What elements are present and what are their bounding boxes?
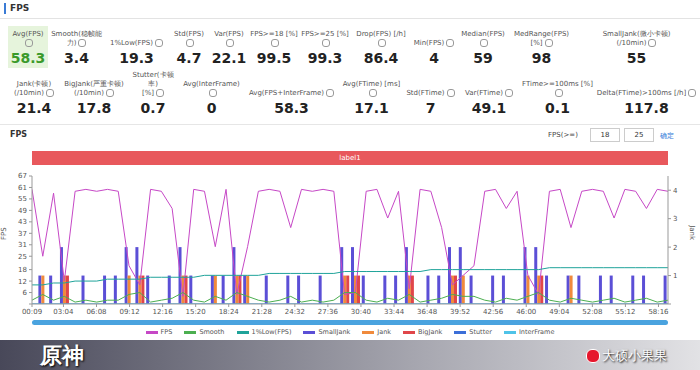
svg-text:21:28: 21:28 bbox=[252, 308, 272, 316]
html-text:FPS(>=): FPS(>=) bbox=[548, 131, 578, 139]
svg-text:36:48: 36:48 bbox=[417, 308, 437, 316]
html-text:Avg(FPS): Avg(FPS) bbox=[12, 30, 44, 38]
html-text:Drop(FPS) [/h]: Drop(FPS) [/h] bbox=[356, 30, 406, 38]
html-text:label1: label1 bbox=[339, 154, 361, 162]
html-text:1%Low(FPS): 1%Low(FPS) bbox=[251, 328, 292, 336]
html-text:FPS: FPS bbox=[160, 328, 173, 336]
svg-text:42:56: 42:56 bbox=[483, 308, 504, 316]
svg-text:31: 31 bbox=[18, 241, 27, 249]
html-text:确定: 确定 bbox=[660, 132, 674, 140]
svg-text:55: 55 bbox=[18, 195, 27, 203]
html-text:58.3: 58.3 bbox=[10, 50, 46, 66]
html-text:59: 59 bbox=[473, 50, 493, 66]
html-text:7: 7 bbox=[425, 100, 436, 116]
svg-text:00:09: 00:09 bbox=[22, 308, 42, 316]
svg-text:55:12: 55:12 bbox=[615, 308, 635, 316]
svg-text:46:00: 46:00 bbox=[516, 308, 536, 316]
html-text:Jank(卡顿) (/10min): Jank(卡顿) (/10min) bbox=[14, 80, 52, 97]
svg-text:FPS: FPS bbox=[0, 227, 8, 240]
svg-text:03:04: 03:04 bbox=[53, 308, 74, 316]
svg-text:27:36: 27:36 bbox=[318, 308, 339, 316]
svg-text:18:24: 18:24 bbox=[219, 308, 240, 316]
html-text:Smooth: Smooth bbox=[199, 328, 225, 336]
svg-text:12:16: 12:16 bbox=[153, 308, 174, 316]
html-text:19.3: 19.3 bbox=[119, 50, 154, 66]
html-text:4: 4 bbox=[429, 50, 439, 66]
html-text:99.5: 99.5 bbox=[256, 50, 292, 66]
html-text:55: 55 bbox=[626, 50, 647, 66]
html-text:FPS>=25 [%]: FPS>=25 [%] bbox=[301, 30, 349, 38]
html-text:21.4: 21.4 bbox=[16, 100, 52, 116]
svg-text:49:04: 49:04 bbox=[549, 308, 570, 316]
html-text:FPS: FPS bbox=[10, 3, 30, 13]
html-text:Median(FPS): Median(FPS) bbox=[461, 30, 505, 38]
html-text:Stutter(卡顿率) [%]: Stutter(卡顿率) [%] bbox=[132, 71, 174, 97]
svg-text:43: 43 bbox=[18, 218, 27, 226]
html-text:Delta(FTime)>100ms [/h]: Delta(FTime)>100ms [/h] bbox=[596, 89, 687, 97]
svg-text:67: 67 bbox=[18, 172, 27, 180]
html-text:BigJank: BigJank bbox=[418, 328, 443, 336]
html-text:FTime>=100ms [%]: FTime>=100ms [%] bbox=[522, 80, 593, 88]
html-text:FPS>=18 [%]: FPS>=18 [%] bbox=[250, 30, 298, 38]
html-text:Min(FPS): Min(FPS) bbox=[413, 39, 445, 47]
svg-text:6: 6 bbox=[23, 289, 28, 297]
html-text:原神: 原神 bbox=[40, 343, 84, 368]
html-text:Jank: Jank bbox=[377, 328, 392, 336]
html-text:Avg(FPS+InterFrame): Avg(FPS+InterFrame) bbox=[248, 89, 325, 97]
html-text:Std(FTime): Std(FTime) bbox=[406, 89, 445, 97]
svg-text:52:08: 52:08 bbox=[582, 308, 602, 316]
html-text:SmallJank: SmallJank bbox=[318, 328, 351, 336]
svg-text:09:12: 09:12 bbox=[119, 308, 139, 316]
html-text:FPS: FPS bbox=[10, 130, 28, 139]
svg-text:1: 1 bbox=[673, 272, 677, 280]
svg-text:12: 12 bbox=[18, 278, 27, 286]
html-text:Avg(InterFrame): Avg(InterFrame) bbox=[183, 80, 240, 88]
html-text:98: 98 bbox=[531, 50, 552, 66]
html-text:大硕小果果: 大硕小果果 bbox=[602, 348, 667, 363]
svg-text:3: 3 bbox=[673, 215, 677, 223]
html-text:4.7: 4.7 bbox=[176, 50, 202, 66]
html-text:BigJank(严重卡顿) (/10min): BigJank(严重卡顿) (/10min) bbox=[64, 80, 124, 97]
svg-text:25: 25 bbox=[18, 253, 27, 261]
html-text:Stutter: Stutter bbox=[469, 328, 492, 336]
html-text:58.3: 58.3 bbox=[274, 100, 309, 116]
html-text:MedRange(FPS)[%]: MedRange(FPS)[%] bbox=[513, 30, 570, 47]
html-text:99.3: 99.3 bbox=[307, 50, 343, 66]
svg-text:30:40: 30:40 bbox=[351, 308, 371, 316]
html-text:86.4: 86.4 bbox=[363, 50, 399, 66]
html-text:InterFrame: InterFrame bbox=[518, 328, 555, 336]
html-text:49.1: 49.1 bbox=[471, 100, 507, 116]
svg-text:33:44: 33:44 bbox=[384, 308, 405, 316]
svg-text:58:16: 58:16 bbox=[648, 308, 669, 316]
svg-text:37: 37 bbox=[18, 230, 27, 238]
html-text:Var(FTime): Var(FTime) bbox=[465, 89, 503, 97]
svg-text:39:52: 39:52 bbox=[450, 308, 470, 316]
html-text:1%Low(FPS): 1%Low(FPS) bbox=[110, 39, 153, 47]
html-text:Std(FPS): Std(FPS) bbox=[174, 30, 204, 38]
svg-text:4: 4 bbox=[673, 187, 678, 195]
html-text:SmallJank(微小卡顿) (/10min): SmallJank(微小卡顿) (/10min) bbox=[602, 30, 671, 47]
html-text:0: 0 bbox=[206, 100, 217, 116]
svg-text:49: 49 bbox=[18, 207, 27, 215]
html-text:18: 18 bbox=[600, 131, 610, 139]
html-text:0.1: 0.1 bbox=[545, 100, 570, 116]
html-text:Avg(FTime) [ms]: Avg(FTime) [ms] bbox=[342, 80, 401, 88]
html-text:17.8: 17.8 bbox=[76, 100, 112, 116]
html-text:3.4: 3.4 bbox=[64, 50, 89, 66]
html-text:0.7: 0.7 bbox=[140, 100, 166, 116]
html-text:17.1: 17.1 bbox=[354, 100, 389, 116]
svg-text:06:08: 06:08 bbox=[86, 308, 106, 316]
svg-text:15:20: 15:20 bbox=[186, 308, 206, 316]
svg-text:2: 2 bbox=[673, 244, 677, 252]
svg-text:Jank: Jank bbox=[688, 224, 696, 241]
svg-text:18: 18 bbox=[18, 266, 27, 274]
svg-text:24:32: 24:32 bbox=[285, 308, 305, 316]
html-text:Smooth(稳帧能力): Smooth(稳帧能力) bbox=[51, 30, 102, 47]
html-text:25: 25 bbox=[634, 131, 644, 139]
html-text:117.8: 117.8 bbox=[624, 100, 669, 116]
html-text:22.1: 22.1 bbox=[211, 50, 247, 66]
html-text:Var(FPS): Var(FPS) bbox=[214, 30, 244, 38]
svg-text:61: 61 bbox=[18, 184, 27, 192]
